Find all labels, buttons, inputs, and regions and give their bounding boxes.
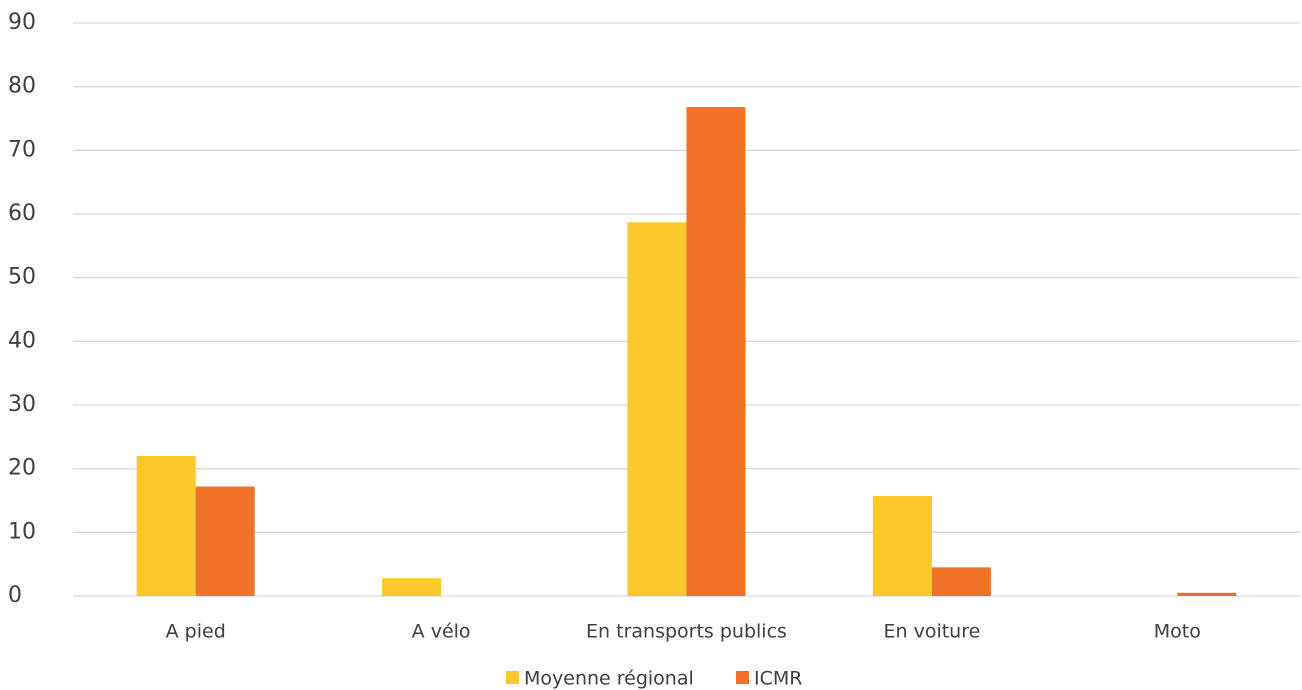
y-tick-label: 80 (8, 74, 36, 99)
bar (627, 222, 687, 596)
bar (136, 455, 196, 596)
x-tick-label: En transports publics (586, 621, 787, 643)
bar (872, 496, 932, 596)
y-tick-label: 30 (8, 392, 36, 417)
legend-swatch (506, 671, 519, 684)
y-tick-label: 10 (8, 519, 36, 544)
y-tick-label: 60 (8, 201, 36, 226)
bar (195, 486, 255, 596)
y-tick-label: 70 (8, 137, 36, 162)
y-tick-label: 40 (8, 328, 36, 353)
x-tick-label: Moto (1154, 621, 1201, 643)
x-tick-label: A pied (166, 621, 226, 643)
bar (1177, 592, 1237, 596)
x-tick-label: En voiture (883, 621, 980, 643)
legend-swatch (736, 671, 749, 684)
bar (382, 578, 442, 596)
bar (686, 107, 746, 596)
bar (931, 567, 991, 596)
y-tick-label: 20 (8, 456, 36, 481)
x-tick-label: A vélo (412, 621, 471, 643)
y-tick-label: 0 (8, 583, 22, 608)
y-tick-label: 50 (8, 265, 36, 290)
legend-label: ICMR (754, 668, 802, 690)
y-tick-label: 90 (8, 10, 36, 35)
legend-label: Moyenne régional (524, 668, 694, 690)
